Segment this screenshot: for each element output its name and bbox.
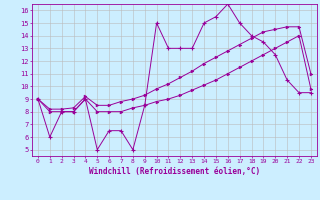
X-axis label: Windchill (Refroidissement éolien,°C): Windchill (Refroidissement éolien,°C): [89, 167, 260, 176]
